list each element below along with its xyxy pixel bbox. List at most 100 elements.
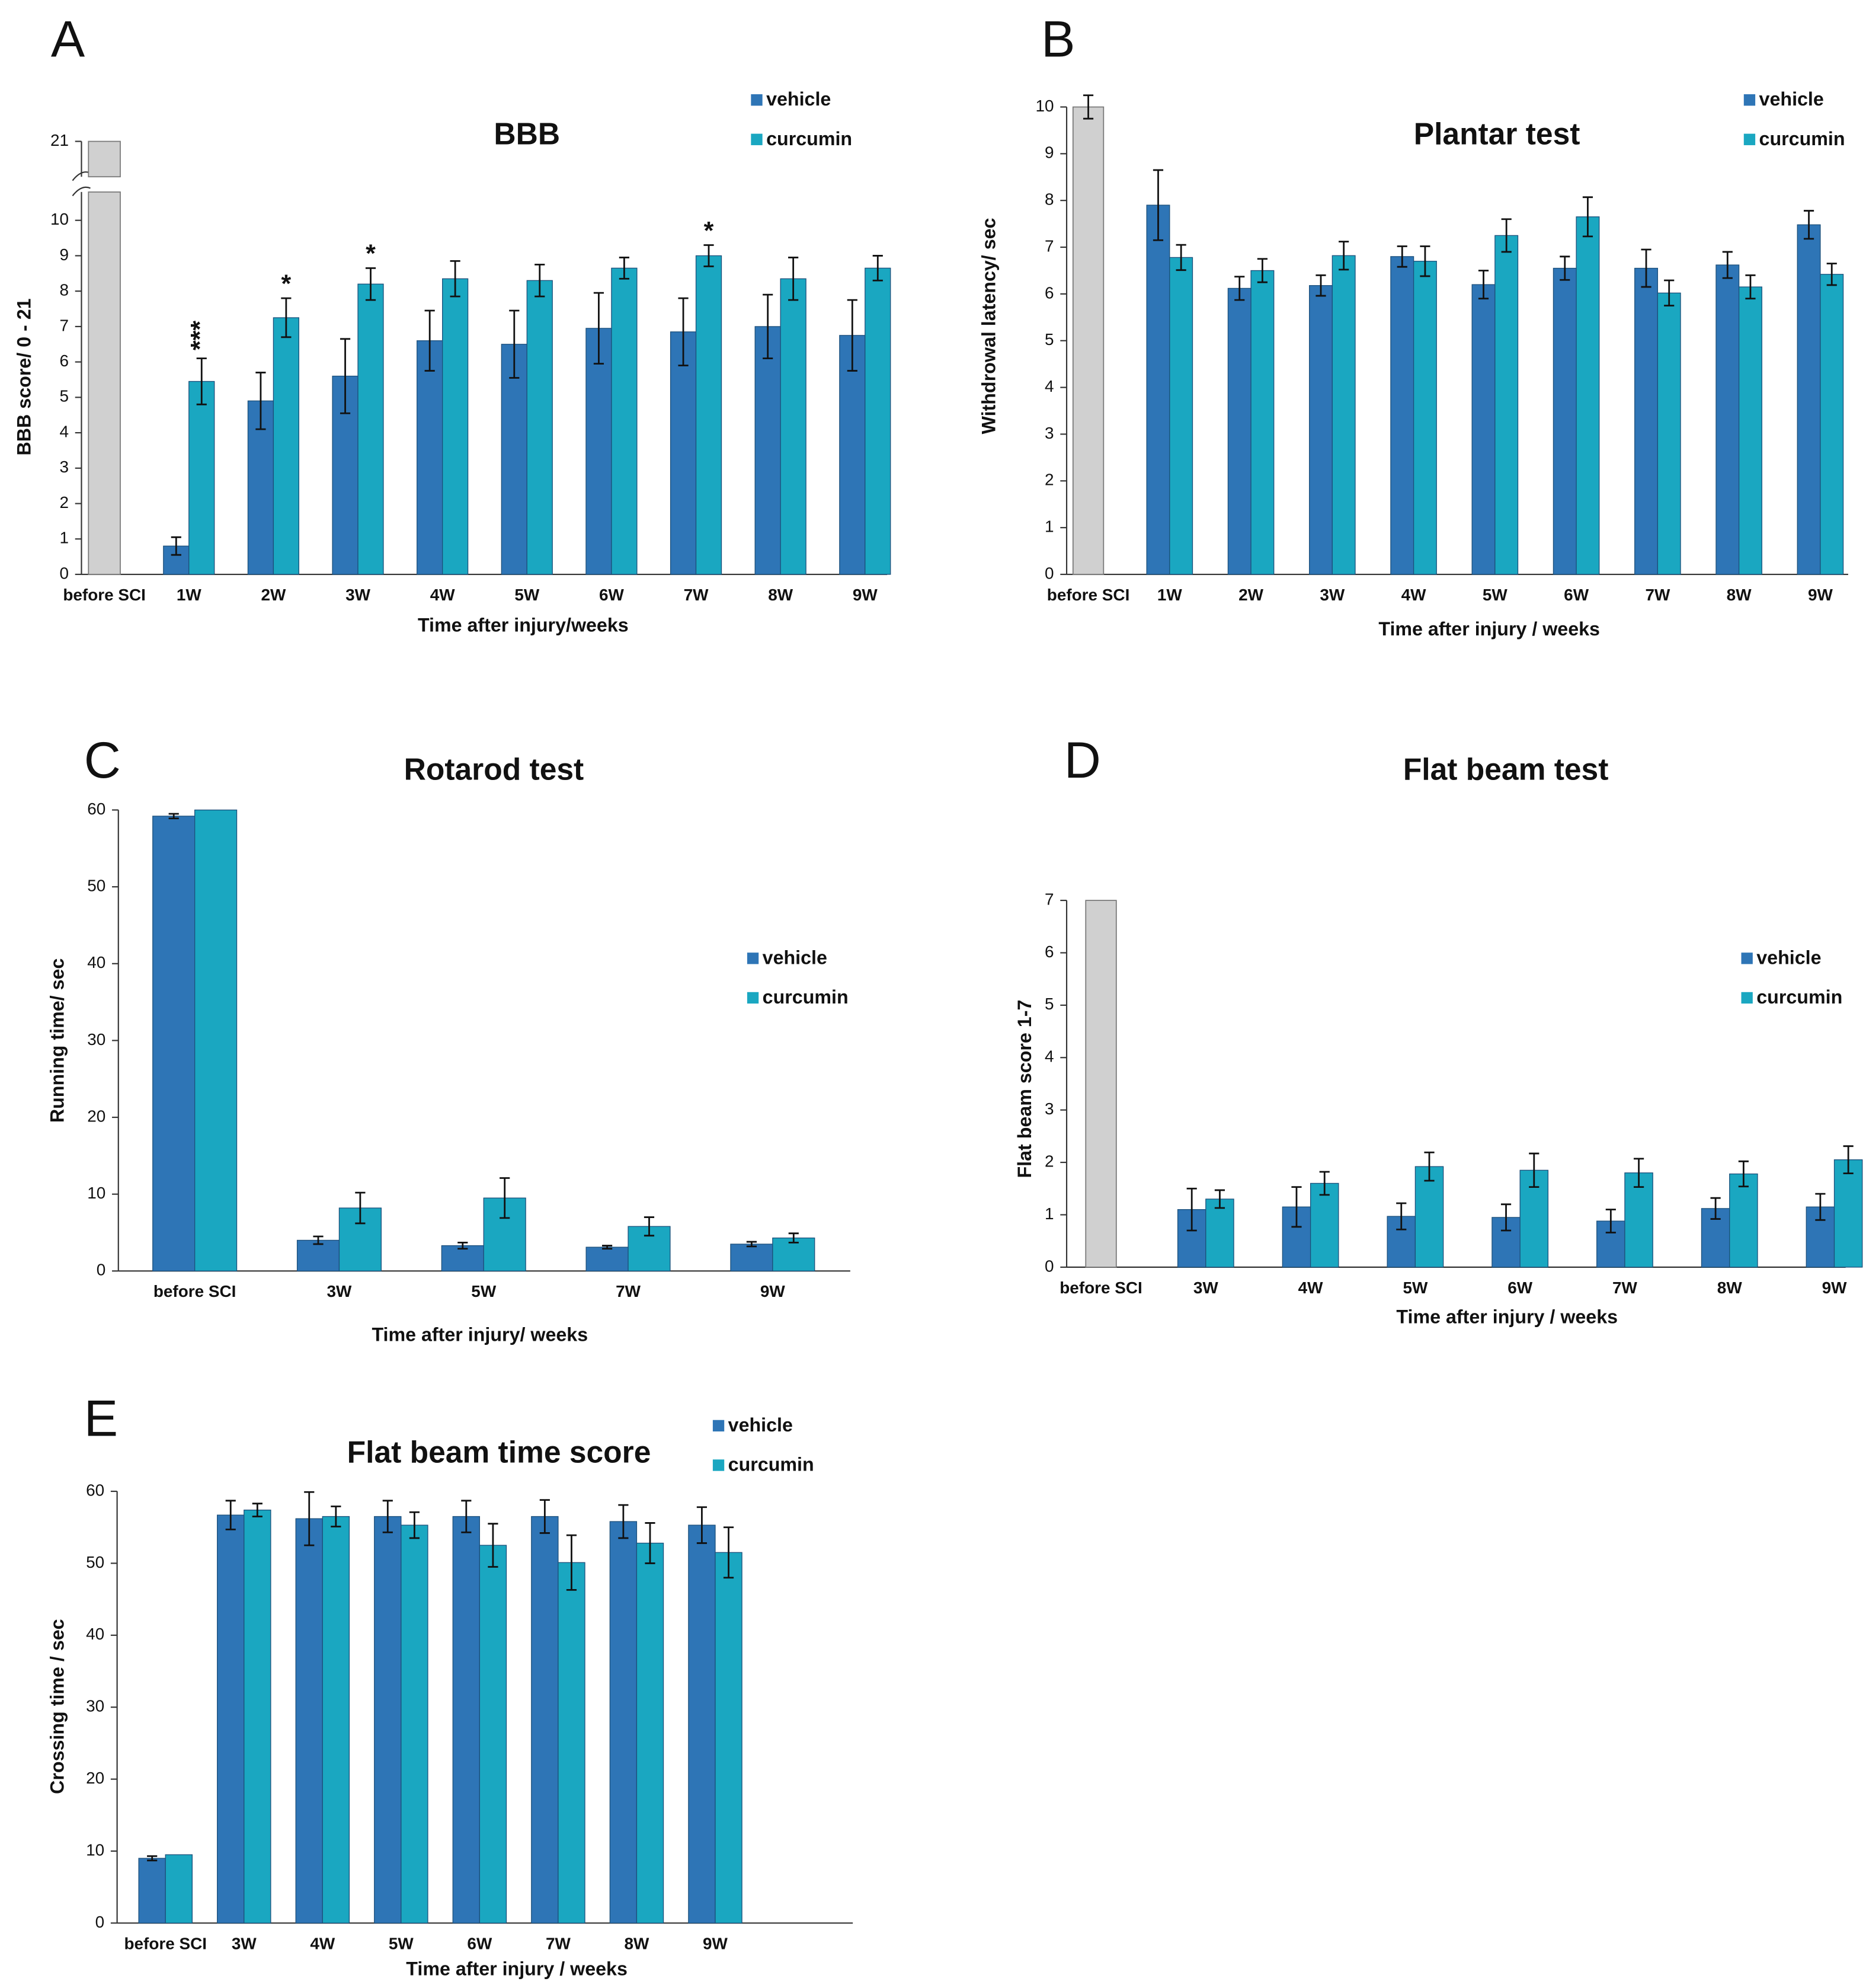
bar xyxy=(688,1524,716,1924)
x-tick-label: 7W xyxy=(1645,586,1670,604)
bar xyxy=(695,255,722,575)
y-tick-label: 8 xyxy=(59,281,69,299)
bar xyxy=(273,317,299,575)
x-tick-label: 1W xyxy=(1157,586,1183,604)
bar xyxy=(441,1245,484,1271)
y-tick-label: 3 xyxy=(59,458,69,476)
bar xyxy=(374,1516,402,1924)
x-tick-label: 7W xyxy=(616,1282,641,1300)
y-tick-label: 3 xyxy=(1045,424,1054,442)
y-tick-label: 10 xyxy=(86,1840,104,1859)
legend-label: vehicle xyxy=(763,947,827,968)
bar xyxy=(1833,1159,1863,1268)
bar xyxy=(1309,285,1333,575)
chart-title: Flat beam time score xyxy=(347,1434,651,1469)
x-tick-label: before SCI xyxy=(1060,1279,1142,1297)
bar xyxy=(1657,292,1681,575)
legend-label: curcumin xyxy=(728,1454,814,1475)
legend-label: curcumin xyxy=(763,986,849,1008)
x-tick-label: 6W xyxy=(467,1934,492,1952)
legend-label: curcumin xyxy=(1759,128,1845,149)
legend-label: curcumin xyxy=(1756,986,1842,1008)
y-tick-label: 9 xyxy=(59,245,69,264)
y-tick-label: 9 xyxy=(1045,143,1054,162)
y-axis-label: Crossing time / sec xyxy=(46,1619,68,1794)
reference-bar xyxy=(1072,106,1105,575)
y-tick-label: 7 xyxy=(1045,236,1054,255)
chart-title: BBB xyxy=(494,117,560,151)
y-tick-label: 4 xyxy=(59,422,69,440)
x-tick-label: 4W xyxy=(1401,586,1427,604)
x-tick-label: 5W xyxy=(514,586,540,604)
x-tick-label: 8W xyxy=(768,586,793,604)
legend-label: curcumin xyxy=(766,128,852,149)
significance: * xyxy=(281,270,292,298)
x-tick-label: 2W xyxy=(1238,586,1264,604)
bar xyxy=(754,326,781,575)
y-tick-label: 6 xyxy=(1045,942,1054,961)
x-tick-label: 9W xyxy=(703,1934,728,1952)
bar xyxy=(636,1542,664,1924)
y-tick-label: 0 xyxy=(97,1261,106,1279)
y-axis-label: BBB score/ 0 - 21 xyxy=(13,298,34,455)
legend-swatch xyxy=(1743,133,1756,145)
x-tick-label: 3W xyxy=(345,586,371,604)
y-tick-label: 4 xyxy=(1045,1047,1054,1066)
bar xyxy=(780,278,806,575)
reference-bar xyxy=(1085,900,1117,1268)
x-tick-label: 1W xyxy=(177,586,202,604)
legend-swatch xyxy=(747,953,759,964)
bar xyxy=(609,1521,638,1924)
bar xyxy=(531,1516,559,1924)
x-axis-label: Time after injury / weeks xyxy=(406,1958,628,1979)
legend-swatch xyxy=(747,992,759,1004)
bar xyxy=(479,1545,507,1924)
y-tick-label: 3 xyxy=(1045,1100,1054,1118)
x-tick-label: 7W xyxy=(684,586,709,604)
y-tick-label: 50 xyxy=(86,1553,104,1571)
x-tick-label: 5W xyxy=(471,1282,497,1300)
reference-bar xyxy=(88,140,121,178)
bar xyxy=(401,1524,428,1924)
y-axis-label: Running time/ sec xyxy=(46,958,68,1123)
y-tick-label: 0 xyxy=(95,1913,105,1931)
bar xyxy=(152,816,196,1271)
bar xyxy=(295,1518,323,1924)
x-tick-label: 9W xyxy=(760,1282,786,1300)
panel-label: E xyxy=(84,1391,118,1447)
y-tick-label: 40 xyxy=(86,1625,104,1643)
bar xyxy=(417,340,443,575)
x-axis-label: Time after injury/ weeks xyxy=(372,1324,588,1345)
bar xyxy=(138,1858,166,1924)
y-tick-label: 5 xyxy=(1045,330,1054,349)
bar xyxy=(1729,1173,1758,1268)
x-tick-label: 3W xyxy=(1193,1279,1219,1297)
x-tick-label: before SCI xyxy=(153,1282,236,1300)
y-tick-label: 4 xyxy=(1045,377,1054,395)
bar xyxy=(452,1516,481,1924)
chart-title: Rotarod test xyxy=(404,752,584,787)
x-tick-label: 8W xyxy=(625,1934,650,1952)
bar xyxy=(442,278,469,575)
bar xyxy=(1250,270,1275,575)
x-tick-label: 8W xyxy=(1727,586,1752,604)
y-tick-label: 7 xyxy=(59,316,69,334)
legend-swatch xyxy=(712,1459,725,1471)
y-tick-label: 1 xyxy=(1045,1204,1054,1223)
x-tick-label: 6W xyxy=(599,586,625,604)
x-tick-label: before SCI xyxy=(1047,586,1130,604)
panel-label: D xyxy=(1064,732,1101,789)
bar xyxy=(1205,1198,1234,1268)
reference-bar xyxy=(88,191,121,575)
y-tick-label: 30 xyxy=(87,1030,105,1049)
y-tick-label: 0 xyxy=(1045,564,1054,582)
y-tick-label: 10 xyxy=(50,210,69,228)
y-tick-label: 2 xyxy=(1045,471,1054,489)
bar xyxy=(194,809,238,1271)
x-tick-label: 5W xyxy=(1403,1279,1428,1297)
x-tick-label: 9W xyxy=(1822,1279,1848,1297)
y-tick-label: 5 xyxy=(59,387,69,405)
bar xyxy=(1820,274,1844,575)
